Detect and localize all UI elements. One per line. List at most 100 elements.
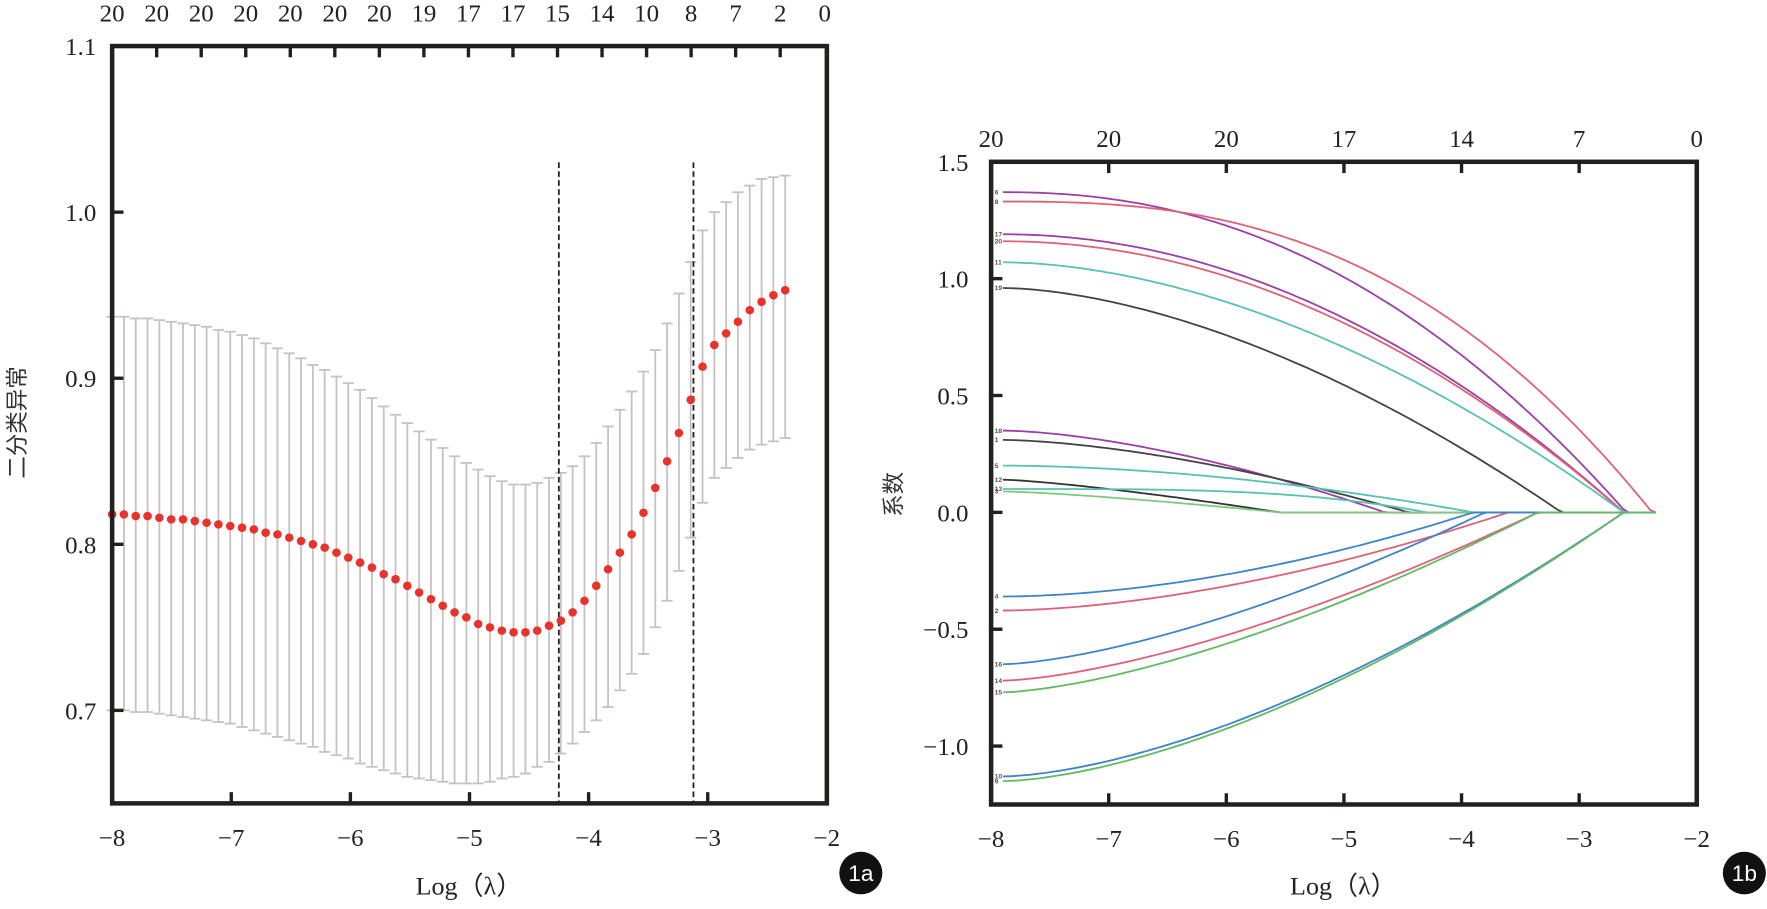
coefficient-path-18	[1002, 429, 1656, 514]
y-tick-label: 1.1	[65, 34, 96, 61]
mean-point	[202, 518, 211, 527]
panel-badge-1a: 1a	[839, 851, 883, 895]
mean-point	[650, 483, 660, 493]
mean-point	[143, 511, 152, 521]
reference-lines	[557, 162, 695, 804]
mean-point	[403, 581, 412, 591]
path-label: 11	[995, 260, 1002, 267]
mean-point	[568, 608, 577, 617]
coefficient-path-8	[1002, 200, 1657, 514]
x-tick-label: −6	[337, 825, 363, 852]
top-tick-label: 14	[590, 0, 616, 27]
mean-point-series	[107, 285, 790, 637]
top-tick-label: 20	[1214, 126, 1239, 153]
path-label: 3	[995, 489, 999, 496]
panel-1a-cv-plot: −8 −7 −6 −5 −4 −3 −2 0.70.80.91.01.1 20 20 20 20 2…	[5, 0, 883, 900]
x-tick-label: −2	[814, 825, 840, 852]
mean-point	[544, 621, 554, 630]
top-tick-label: 0	[818, 0, 830, 27]
mean-point	[379, 569, 389, 579]
mean-point	[178, 515, 188, 524]
mean-point	[603, 564, 613, 574]
badge-1a-text: 1a	[848, 861, 874, 886]
mean-point	[485, 623, 495, 632]
top-tick-label: 20	[367, 0, 392, 27]
y-tick-label: −1.0	[923, 734, 968, 761]
mean-point	[343, 553, 353, 562]
y-tick-label: 0.0	[937, 500, 968, 527]
coefficient-path-2	[1002, 511, 1656, 612]
mean-point	[320, 543, 329, 552]
top-tick-label: 20	[100, 0, 125, 27]
x-tick-label: −5	[456, 825, 482, 852]
coefficient-path-9	[1002, 511, 1656, 783]
mean-point	[591, 581, 601, 591]
mean-point	[391, 574, 400, 584]
x-axis-title-1a: Log（λ）	[416, 871, 523, 900]
y-tick-label: 1.0	[937, 267, 968, 294]
x-axis-1a: −8 −7 −6 −5 −4 −3 −2	[99, 792, 840, 852]
top-tick-label: 20	[144, 0, 169, 27]
top-axis-1b: 20 20 20 17 14 7 0	[979, 126, 1703, 174]
top-tick-label: 15	[545, 0, 570, 27]
top-tick-label: 10	[634, 0, 659, 27]
coefficient-path-19	[1002, 287, 1656, 514]
top-tick-label: 7	[729, 0, 741, 27]
mean-point	[521, 628, 530, 637]
mean-point	[780, 285, 790, 295]
x-tick-label: −4	[575, 825, 602, 852]
mean-point	[473, 619, 483, 629]
y-axis-1a: 0.7 0.8 0.9 1.0 1.1	[65, 34, 124, 725]
x-tick-label: −3	[694, 825, 720, 852]
mean-point	[355, 558, 365, 567]
mean-point	[367, 563, 377, 572]
top-tick-label: 19	[411, 0, 436, 27]
coefficient-path-10	[1002, 511, 1656, 778]
top-tick-label: 20	[979, 126, 1004, 153]
x-tick-label: −8	[978, 826, 1004, 853]
mean-point	[615, 548, 625, 557]
coefficient-path-4	[1002, 511, 1656, 598]
y-tick-label: −0.5	[923, 617, 968, 644]
mean-point	[332, 548, 341, 557]
top-tick-label: 20	[189, 0, 214, 27]
coefficient-path-14	[1002, 511, 1656, 682]
x-tick-label: −5	[1331, 826, 1357, 853]
x-tick-label: −6	[1213, 826, 1239, 853]
path-label: 20	[995, 239, 1003, 246]
path-label: 19	[995, 285, 1003, 292]
y-tick-label: 1.0	[65, 200, 96, 227]
top-tick-label: 8	[685, 0, 697, 27]
badge-1b-text: 1b	[1732, 861, 1757, 886]
coefficient-path-11	[1002, 261, 1656, 514]
top-tick-label: 17	[501, 0, 526, 27]
top-tick-label: 2	[774, 0, 786, 27]
path-label: 12	[995, 477, 1003, 484]
path-label: 5	[995, 463, 999, 470]
y-tick-label: 1.5	[937, 150, 968, 177]
mean-point	[261, 528, 270, 537]
mean-point	[414, 588, 424, 597]
path-label: 4	[995, 594, 999, 601]
x-tick-label: −3	[1566, 826, 1592, 853]
mean-point	[462, 613, 471, 622]
coefficient-path-20	[1002, 240, 1656, 514]
x-axis-1b: −8 −7 −6 −5 −4 −3 −2	[978, 793, 1710, 853]
coefficient-path-1	[1002, 438, 1656, 514]
mean-point	[450, 608, 459, 617]
mean-point	[225, 521, 235, 531]
x-axis-title-1b: Log（λ）	[1290, 871, 1397, 900]
path-label: 9	[995, 778, 999, 785]
mean-point	[273, 530, 282, 539]
mean-point	[639, 508, 648, 518]
path-label: 13	[995, 486, 1003, 493]
mean-point	[733, 317, 743, 327]
mean-point	[237, 523, 247, 532]
mean-point	[662, 456, 672, 466]
top-tick-label: 20	[1096, 126, 1121, 153]
top-tick-label: 0	[1691, 126, 1703, 153]
mean-point	[308, 540, 318, 549]
